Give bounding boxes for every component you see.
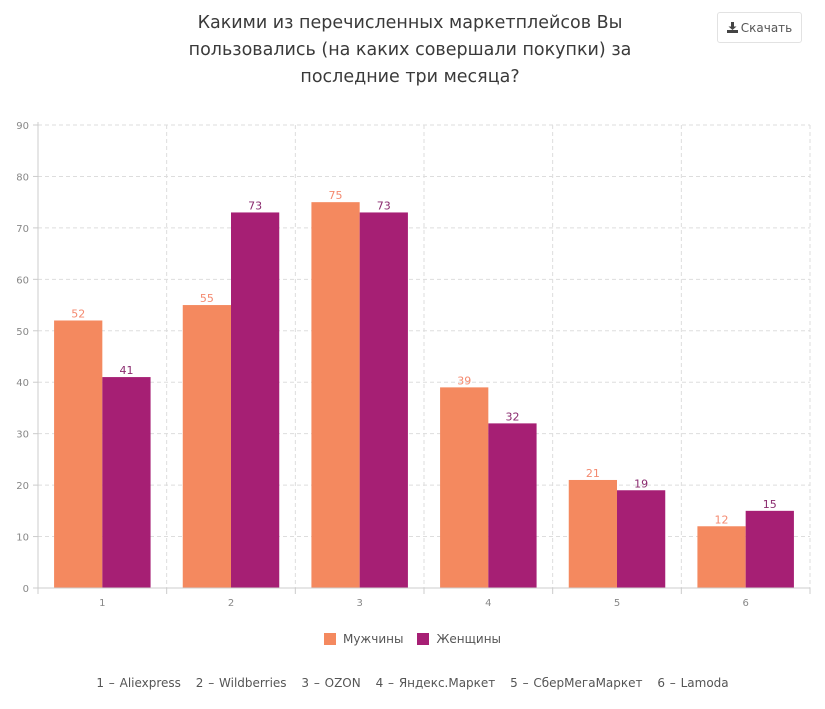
bar-men	[182, 305, 231, 588]
category-key-item: 5 – СберМегаМаркет	[510, 676, 643, 690]
x-tick-label: 4	[485, 598, 491, 609]
bar-men	[568, 479, 617, 588]
data-label: 39	[457, 374, 471, 387]
legend-swatch-men	[323, 633, 336, 645]
bar-women	[488, 423, 537, 588]
y-tick-label: 80	[16, 172, 29, 183]
chart-title-line: последние три месяца?	[300, 67, 520, 87]
legend-item-men[interactable]: Мужчины	[323, 632, 404, 646]
download-button[interactable]: Скачать	[717, 12, 802, 43]
category-key-item: 2 – Wildberries	[195, 676, 287, 690]
y-tick-label: 30	[16, 430, 29, 441]
category-key-item: 6 – Lamoda	[657, 676, 729, 690]
data-label: 75	[329, 189, 343, 202]
data-label: 73	[377, 199, 391, 212]
category-key-item: 4 – Яндекс.Маркет	[375, 676, 496, 690]
legend-swatch-women	[417, 633, 430, 645]
data-label: 52	[71, 307, 85, 320]
bar-men	[54, 320, 103, 588]
bar-women	[617, 490, 666, 588]
category-key-item: 1 – Aliexpress	[96, 676, 181, 690]
chart-title-line: пользовались (на каких совершали покупки…	[188, 40, 632, 60]
bar-men	[440, 387, 489, 588]
legend-label-men: Мужчины	[342, 632, 404, 646]
x-tick-label: 3	[356, 598, 362, 609]
y-tick-label: 60	[16, 275, 29, 286]
chart-title: Какими из перечисленных маркетплейсов Вы…	[150, 10, 670, 91]
bar-women	[102, 377, 151, 588]
x-tick-label: 6	[742, 598, 748, 609]
legend-label-women: Женщины	[436, 632, 502, 646]
data-label: 73	[248, 199, 262, 212]
y-tick-label: 50	[16, 327, 29, 338]
x-tick-label: 5	[614, 598, 620, 609]
download-icon	[726, 22, 738, 33]
bar-women	[359, 212, 408, 588]
chart-legend: Мужчины Женщины	[0, 632, 825, 646]
data-label: 12	[715, 513, 729, 526]
data-label: 41	[119, 364, 133, 377]
x-tick-label: 2	[228, 598, 234, 609]
data-label: 15	[763, 498, 777, 511]
y-tick-label: 20	[16, 481, 29, 492]
data-label: 21	[586, 467, 600, 480]
bar-men	[697, 526, 746, 588]
data-label: 55	[200, 292, 214, 305]
data-label: 19	[634, 477, 648, 490]
bar-women	[745, 510, 794, 588]
download-label: Скачать	[740, 20, 793, 35]
category-key: 1 – Aliexpress 2 – Wildberries 3 – OZON …	[0, 676, 825, 690]
x-tick-label: 1	[99, 598, 105, 609]
bar-chart: 0102030405060708090524115573275733393242…	[16, 121, 811, 609]
data-label: 32	[505, 410, 519, 423]
bar-men	[311, 202, 360, 588]
bar-women	[231, 212, 280, 588]
y-tick-label: 90	[16, 121, 29, 132]
y-tick-label: 0	[23, 584, 29, 595]
y-tick-label: 10	[16, 533, 29, 544]
y-tick-label: 70	[16, 224, 29, 235]
chart-title-line: Какими из перечисленных маркетплейсов Вы	[197, 13, 623, 33]
legend-item-women[interactable]: Женщины	[417, 632, 501, 646]
y-tick-label: 40	[16, 378, 29, 389]
category-key-item: 3 – OZON	[301, 676, 361, 690]
